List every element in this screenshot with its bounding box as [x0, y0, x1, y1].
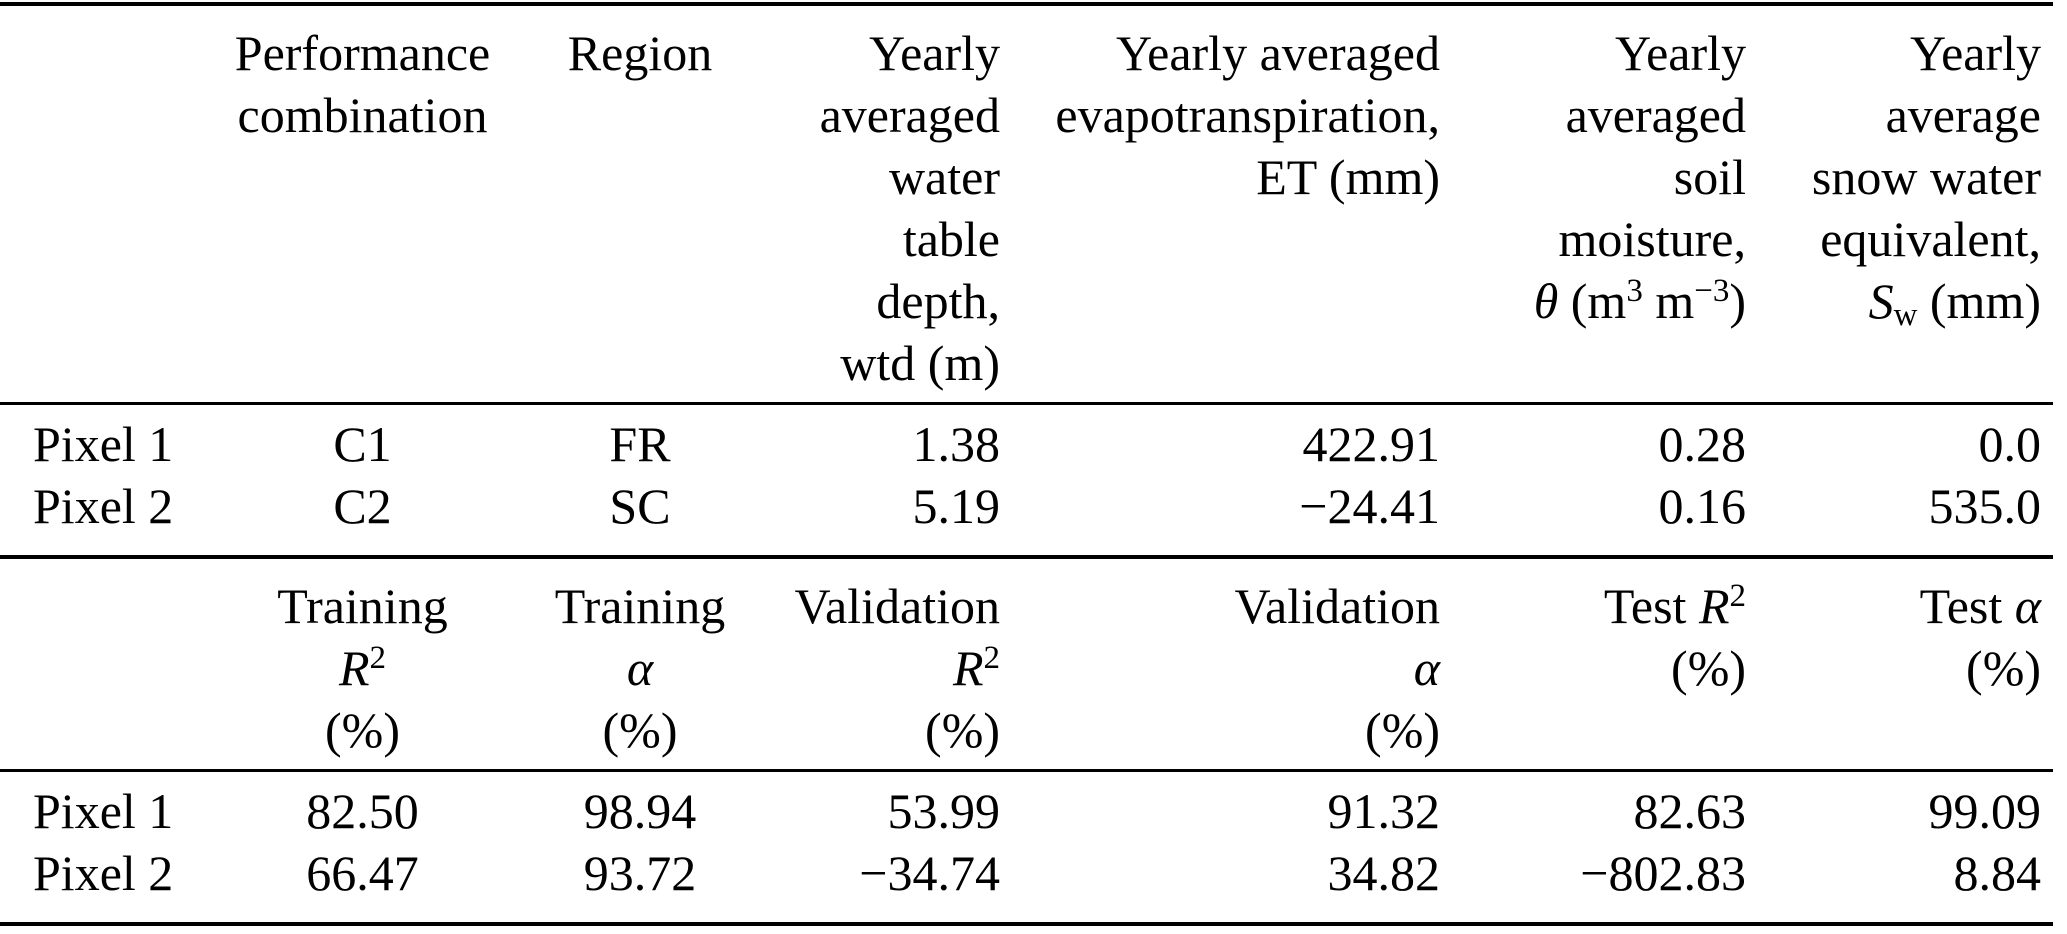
header-line: Region — [567, 25, 713, 81]
header-line: (%) — [1365, 702, 1440, 758]
data-cell: 0.16 — [1658, 478, 1747, 534]
row-label: Pixel 1 — [33, 416, 174, 472]
header-line: Yearly averaged — [1116, 25, 1440, 81]
data-cell: 34.82 — [1327, 845, 1441, 901]
header-line: averaged — [819, 87, 1000, 143]
data-cell: FR — [609, 416, 671, 472]
header-line: combination — [237, 87, 488, 143]
header-line: water — [888, 149, 1000, 205]
header-line: Yearly — [1614, 25, 1746, 81]
section2-header: Training R2 (%) Training α (%) Validatio… — [0, 557, 2053, 771]
header-cell-water-table-depth: Yearly averaged water table depth, wtd (… — [760, 4, 1000, 404]
header-line: moisture, — [1558, 211, 1746, 267]
header-cell-test-r2: Test R2 (%) — [1440, 557, 1746, 771]
header-cell-evapotranspiration: Yearly averaged evapotranspiration, ET (… — [1000, 4, 1440, 404]
header-line: averaged — [1565, 87, 1746, 143]
data-cell: 91.32 — [1327, 783, 1441, 839]
header-line: depth, — [876, 273, 1000, 329]
header-cell-region: Region — [520, 4, 760, 404]
data-cell: 53.99 — [887, 783, 1001, 839]
header-line: θ (m3 m−3) — [1533, 272, 1746, 329]
data-cell: C1 — [333, 416, 392, 472]
data-cell: 82.63 — [1633, 783, 1747, 839]
section1-header: Performance combination Region Yearly av… — [0, 4, 2053, 404]
data-cell: 5.19 — [912, 478, 1001, 534]
data-cell: 82.50 — [306, 783, 419, 839]
header-line: wtd (m) — [840, 335, 1000, 391]
header-line: equivalent, — [1820, 211, 2041, 267]
table-row: Pixel 2 C2 SC 5.19 −24.41 0.16 535.0 — [0, 475, 2053, 557]
header-cell-blank — [0, 557, 205, 771]
data-cell: 422.91 — [1302, 416, 1441, 472]
header-cell-blank — [0, 4, 205, 404]
data-cell: 8.84 — [1953, 845, 2042, 901]
table-row: Pixel 1 82.50 98.94 53.99 91.32 82.63 99… — [0, 771, 2053, 843]
data-cell: 93.72 — [583, 845, 697, 901]
header-cell-validation-alpha: Validation α (%) — [1000, 557, 1440, 771]
header-cell-validation-r2: Validation R2 (%) — [760, 557, 1000, 771]
header-line: Yearly — [1909, 25, 2041, 81]
header-line: (%) — [1671, 640, 1746, 696]
header-line: evapotranspiration, — [1055, 87, 1440, 143]
section2-body: Pixel 1 82.50 98.94 53.99 91.32 82.63 99… — [0, 771, 2053, 925]
header-cell-test-alpha: Test α (%) — [1746, 557, 2053, 771]
data-cell: SC — [609, 478, 671, 534]
header-line: soil — [1673, 149, 1746, 205]
data-cell: 98.94 — [583, 783, 697, 839]
section1-body: Pixel 1 C1 FR 1.38 422.91 0.28 0.0 Pixel… — [0, 404, 2053, 557]
table-row: Performance combination Region Yearly av… — [0, 4, 2053, 404]
data-cell: 99.09 — [1928, 783, 2042, 839]
data-cell: 1.38 — [912, 416, 1001, 472]
row-label: Pixel 2 — [33, 478, 174, 534]
table-row: Training R2 (%) Training α (%) Validatio… — [0, 557, 2053, 771]
table-row: Pixel 2 66.47 93.72 −34.74 34.82 −802.83… — [0, 842, 2053, 924]
row-label: Pixel 1 — [33, 783, 174, 839]
data-cell: −34.74 — [859, 845, 1000, 901]
header-line: R2 — [338, 639, 387, 696]
header-line: Validation — [1234, 578, 1440, 634]
header-line: snow water — [1811, 149, 2041, 205]
header-line: Performance — [234, 25, 491, 81]
data-cell: 0.0 — [1978, 416, 2042, 472]
header-line: (%) — [925, 702, 1000, 758]
header-line: α — [1413, 640, 1440, 696]
data-cell: C2 — [333, 478, 392, 534]
data-cell: −802.83 — [1580, 845, 1746, 901]
data-cell: −24.41 — [1299, 478, 1440, 534]
data-cell: 66.47 — [306, 845, 419, 901]
header-cell-performance-combination: Performance combination — [205, 4, 520, 404]
header-line: Training — [554, 578, 726, 634]
header-line: R2 — [952, 639, 1000, 696]
header-line: Sw (mm) — [1868, 273, 2041, 333]
header-line: (%) — [325, 702, 400, 758]
header-line: (%) — [602, 702, 678, 758]
header-line: table — [902, 211, 1000, 267]
header-line: Validation — [794, 578, 1000, 634]
header-cell-soil-moisture: Yearly averaged soil moisture, θ (m3 m−3… — [1440, 4, 1746, 404]
header-cell-snow-water-equivalent: Yearly average snow water equivalent, Sw… — [1746, 4, 2053, 404]
header-line: α — [626, 640, 654, 696]
header-line: Yearly — [868, 25, 1000, 81]
data-cell: 0.28 — [1658, 416, 1747, 472]
header-line: (%) — [1966, 640, 2041, 696]
header-line: Training — [277, 578, 448, 634]
header-line: ET (mm) — [1256, 149, 1440, 205]
row-label: Pixel 2 — [33, 845, 174, 901]
data-cell: 535.0 — [1928, 478, 2042, 534]
header-cell-training-r2: Training R2 (%) — [205, 557, 520, 771]
table-row: Pixel 1 C1 FR 1.38 422.91 0.28 0.0 — [0, 404, 2053, 476]
header-cell-training-alpha: Training α (%) — [520, 557, 760, 771]
header-line: Test α — [1919, 578, 2041, 634]
header-line: average — [1885, 87, 2041, 143]
header-line: Test R2 — [1603, 577, 1746, 634]
